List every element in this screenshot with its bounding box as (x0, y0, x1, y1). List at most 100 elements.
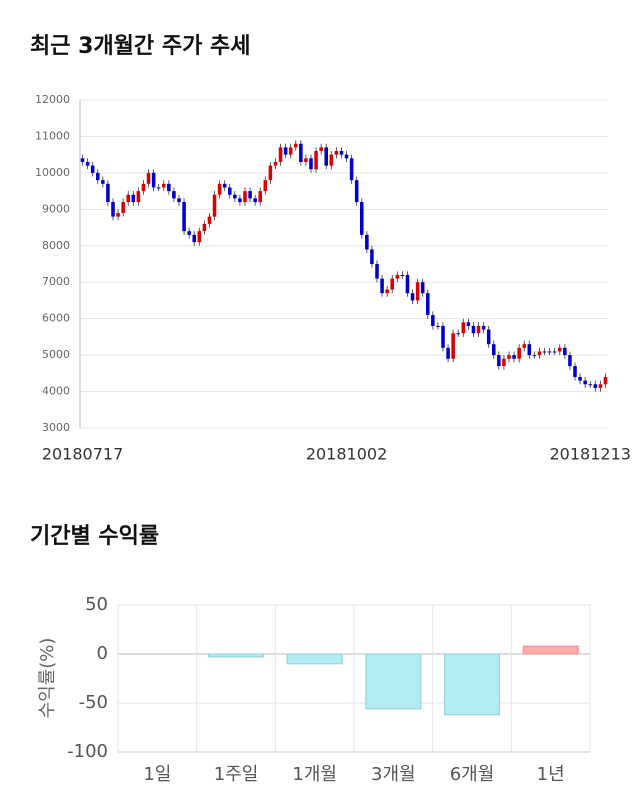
x-tick-label: 1년 (537, 764, 565, 785)
y-tick-label: 10000 (35, 166, 70, 179)
candle-body (80, 158, 85, 162)
candle-body (329, 154, 334, 166)
candle-body (583, 380, 587, 385)
candle-body (568, 355, 572, 367)
y-tick-label: -100 (67, 741, 108, 762)
y-tick-label: 8000 (42, 239, 70, 252)
candle-body (410, 293, 415, 301)
candle-body (502, 358, 506, 367)
candle-body (466, 322, 471, 326)
candle-body (517, 347, 521, 359)
candle-body (121, 202, 125, 213)
candle-body (90, 165, 95, 173)
candle-body (95, 172, 100, 181)
y-tick-label: 5000 (42, 348, 70, 361)
candle-body (182, 202, 186, 232)
candle-body (385, 289, 389, 294)
bar (522, 645, 579, 655)
candle-body (380, 278, 384, 294)
candle-body (446, 347, 450, 359)
bar (286, 653, 343, 665)
y-tick-label: 7000 (42, 275, 70, 288)
candle-body (339, 151, 344, 155)
candle-body (151, 172, 156, 188)
x-tick-label: 20181002 (306, 445, 387, 464)
candle-body (603, 376, 608, 385)
x-tick-label: 1주일 (214, 764, 259, 785)
candle-body (598, 384, 603, 388)
candle-body (238, 198, 242, 203)
candle-body (243, 191, 247, 203)
candle-body (344, 154, 349, 159)
candle-body (85, 161, 90, 166)
candle-body (141, 183, 146, 192)
y-tick-label: 4000 (42, 385, 70, 398)
y-tick-label: 0 (97, 643, 108, 664)
chart-title: 최근 3개월간 주가 추세 (30, 34, 250, 59)
candle-body (156, 187, 161, 189)
candle-body (309, 158, 313, 170)
candle-body (217, 183, 222, 195)
candle-body (222, 183, 227, 188)
x-tick-label: 20181213 (550, 445, 631, 464)
candle-body (334, 151, 339, 155)
candle-body (578, 376, 582, 381)
candle-body (258, 191, 263, 203)
candle-body (431, 315, 435, 326)
candle-body (349, 158, 354, 181)
candle-body (507, 355, 511, 359)
candle-body (314, 151, 318, 170)
y-tick-label: 12000 (35, 93, 70, 106)
candle-body (441, 325, 445, 348)
candle-body (461, 322, 466, 334)
candle-body (436, 325, 440, 327)
candle-body (131, 194, 136, 203)
candle-body (293, 143, 298, 148)
candle-body (542, 351, 547, 353)
candle-body (192, 234, 197, 243)
candle-body (177, 198, 181, 203)
candle-body (136, 191, 141, 203)
candle-body (563, 347, 567, 356)
candle-body (425, 293, 430, 316)
candle-body (456, 333, 461, 335)
candle-body (116, 212, 120, 217)
candle-body (167, 183, 171, 192)
candle-body (481, 325, 486, 330)
candle-body (268, 165, 273, 181)
candle-body (212, 194, 217, 217)
candle-body (187, 231, 191, 235)
candle-body (537, 351, 542, 356)
x-tick-label: 1개월 (292, 764, 337, 785)
candle-body (263, 180, 268, 192)
candle-body (588, 384, 593, 386)
candle-body (172, 191, 176, 199)
y-tick-label: 6000 (42, 312, 70, 325)
candle-body (197, 231, 202, 243)
x-tick-label: 6개월 (450, 764, 495, 785)
candle-body (233, 194, 237, 199)
candle-body (491, 344, 496, 356)
candle-body (227, 187, 232, 195)
candle-body (359, 202, 364, 235)
y-axis-label: 수익률(%) (37, 638, 58, 719)
candle-body (573, 366, 577, 377)
candle-body (547, 351, 552, 353)
candle-body (395, 274, 400, 279)
candle-body (471, 325, 476, 334)
candle-body (420, 282, 425, 294)
candle-body (552, 351, 557, 353)
candle-body (522, 344, 527, 348)
chart-title: 기간별 수익률 (30, 524, 159, 549)
candle-body (304, 158, 308, 162)
candle-body (146, 172, 151, 184)
candle-body (288, 147, 293, 155)
candle-body (111, 202, 115, 217)
candle-body (253, 198, 257, 203)
candle-body (400, 274, 405, 276)
candle-body (101, 180, 105, 184)
x-tick-label: 3개월 (371, 764, 416, 785)
candle-body (405, 274, 410, 294)
candle-body (370, 249, 374, 264)
